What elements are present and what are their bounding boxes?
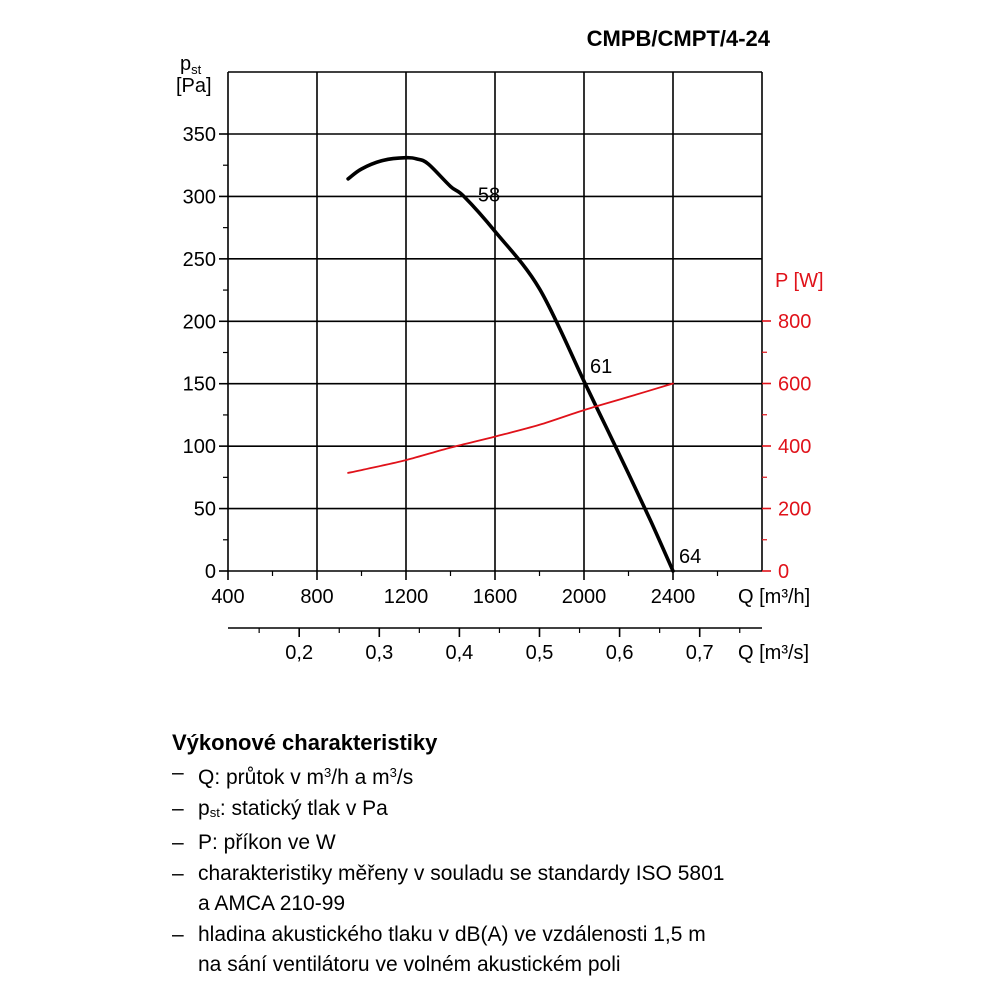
note-dash: – (172, 861, 184, 885)
y-axis-unit: [Pa] (176, 75, 212, 97)
y2-tick-label: 200 (778, 499, 811, 521)
series-group (346, 155, 675, 573)
note-text: hladina akustického tlaku v dB(A) ve vzd… (198, 922, 706, 946)
y-tick-label: 250 (183, 249, 216, 271)
pressure-curve (346, 155, 675, 573)
tick-labels: 0 50 100 150 200 250 300 350 0 200 400 600 800 400 800… (183, 124, 812, 664)
x2-tick-label: 0,6 (606, 642, 634, 664)
note-power: – P: příkon ve W (172, 828, 972, 859)
y-tick-label: 200 (183, 311, 216, 333)
y-tick-label: 150 (183, 374, 216, 396)
x2-tick-label: 0,2 (285, 642, 313, 664)
x2-tick-label: 0,7 (686, 642, 714, 664)
note-dash: – (172, 796, 184, 820)
note-text: na sání ventilátoru ve volném akustickém… (198, 953, 621, 976)
note-dash: – (172, 761, 184, 784)
y2-tick-label: 400 (778, 436, 811, 458)
x2-tick-label: 0,4 (445, 642, 473, 664)
note-text: Q: průtok v m (198, 766, 325, 789)
axes (219, 133, 771, 637)
note-standards: – charakteristiky měřeny v souladu se sta… (172, 859, 972, 920)
y2-tick-label: 0 (778, 561, 789, 583)
annotation-label: 58 (478, 184, 500, 206)
note-flow: – Q: průtok v m3/h a m3/s (172, 758, 972, 794)
note-text: a AMCA 210-99 (198, 892, 346, 915)
note-text: : statický tlak v Pa (219, 796, 388, 820)
y-axis-label-sub: st (191, 62, 202, 77)
note-text: p (198, 796, 210, 820)
y2-tick-label: 800 (778, 311, 811, 333)
note-dash: – (172, 831, 184, 854)
y-tick-label: 350 (183, 124, 216, 146)
x2-tick-label: 0,5 (526, 642, 554, 664)
notes-heading: Výkonové charakteristiky (172, 730, 438, 755)
note-sub: st (209, 804, 220, 820)
x-axis-label-2: Q [m³/s] (738, 642, 809, 664)
y-tick-label: 100 (183, 436, 216, 458)
note-sup: 3 (324, 765, 332, 780)
x-tick-label: 1200 (384, 586, 429, 608)
annotations: 58 61 64 (463, 184, 701, 568)
y2-tick-label: 600 (778, 374, 811, 396)
x2-tick-label: 0,3 (365, 642, 393, 664)
x-tick-label: 400 (211, 586, 244, 608)
y-tick-label: 300 (183, 186, 216, 208)
chart-title: CMPB/CMPT/4-24 (587, 26, 771, 51)
note-noise: – hladina akustického tlaku v dB(A) ve vz… (172, 920, 972, 981)
y-tick-label: 0 (205, 561, 216, 583)
y-tick-label: 50 (194, 499, 216, 521)
y-axis-label-main: p (180, 53, 191, 75)
note-dash: – (172, 922, 184, 946)
note-text: /s (396, 766, 414, 789)
y2-axis-label: P [W] (775, 270, 824, 292)
y-axis-label: pst (180, 53, 202, 77)
note-sup: 3 (389, 765, 397, 780)
x-axis-label-1: Q [m³/h] (738, 586, 810, 608)
notes-list: – Q: průtok v m3/h a m3/s – pst: statický … (172, 758, 972, 981)
x-tick-label: 800 (300, 586, 333, 608)
annotation-label: 61 (590, 356, 612, 378)
notes-section: Výkonové charakteristiky – Q: průtok v m3… (172, 728, 972, 981)
grid (227, 71, 763, 572)
note-text: P: příkon ve W (198, 831, 336, 854)
performance-chart: CMPB/CMPT/4-24 pst [Pa] P [W] 0 50 100 150 2… (176, 26, 824, 664)
power-curve (347, 382, 674, 474)
note-text: charakteristiky měřeny v souladu se stan… (198, 861, 725, 885)
x-tick-label: 2400 (651, 586, 696, 608)
x-tick-label: 2000 (562, 586, 607, 608)
annotation-label: 64 (679, 546, 701, 568)
note-pressure: – pst: statický tlak v Pa (172, 794, 972, 829)
x-tick-label: 1600 (473, 586, 518, 608)
note-text: /h a m (331, 766, 390, 789)
